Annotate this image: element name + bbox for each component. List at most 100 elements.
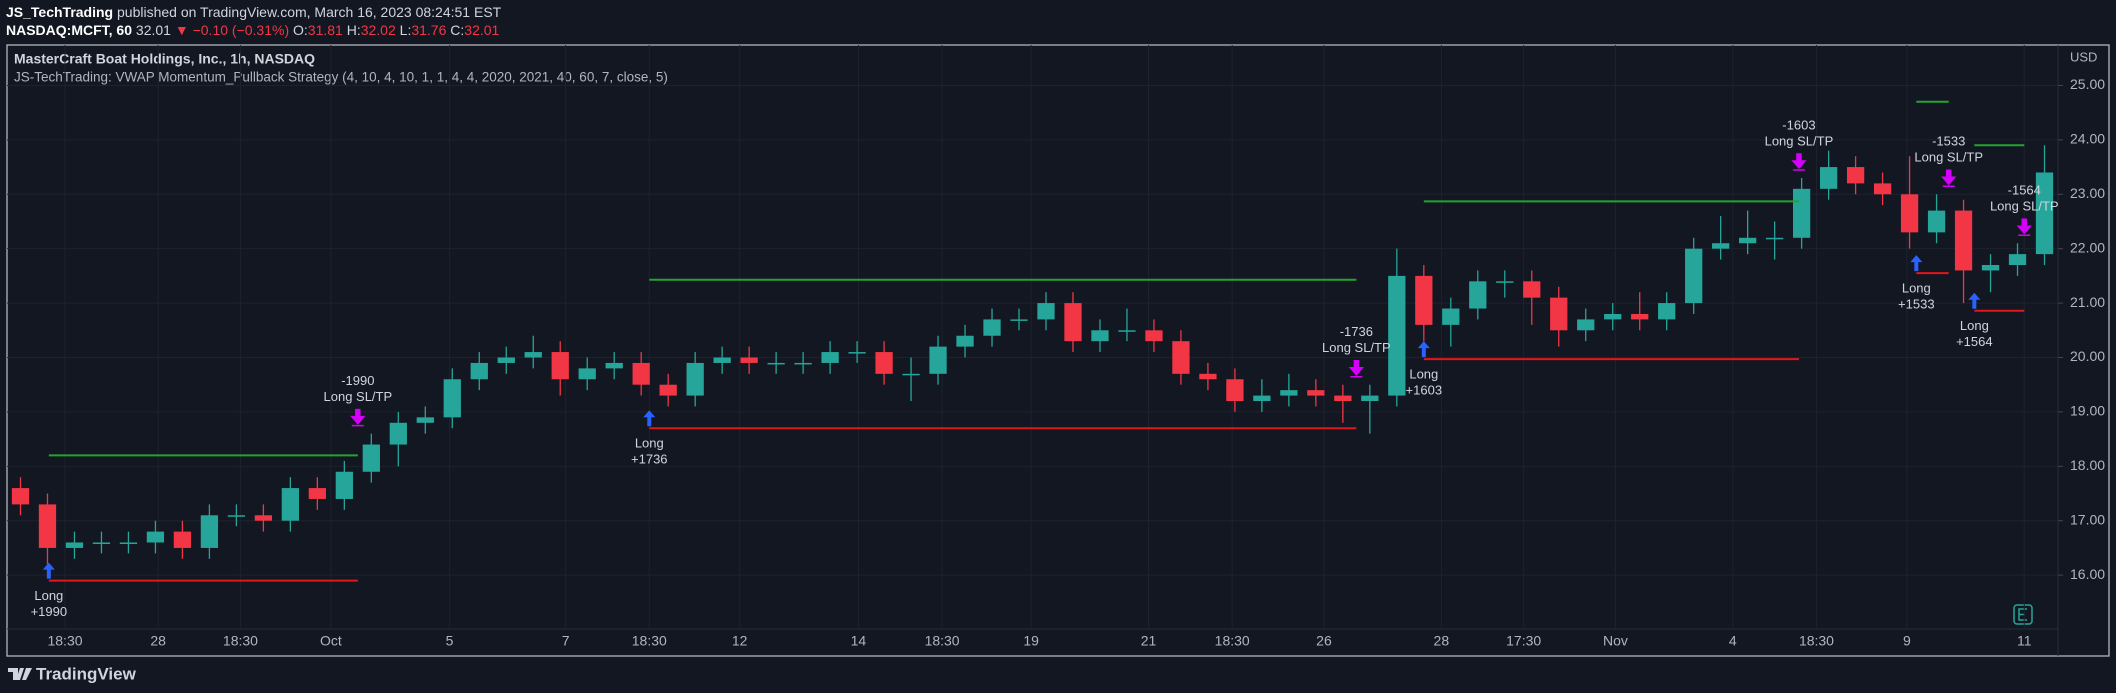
entry-arrow xyxy=(1417,341,1430,358)
candle-body xyxy=(1792,188,1811,238)
price-change: ▼ −0.10 (−0.31%) xyxy=(174,22,290,38)
candle-body xyxy=(1739,237,1757,244)
exit-qty: -1603 xyxy=(1782,117,1815,132)
candle-body xyxy=(11,488,30,505)
x-tick-label: Nov xyxy=(1603,633,1628,649)
exit-label: Long SL/TP xyxy=(1322,340,1391,355)
candle-body xyxy=(1388,275,1406,396)
author[interactable]: JS_TechTrading xyxy=(6,4,114,20)
candle-body xyxy=(1981,265,2000,271)
y-tick-label: 16.00 xyxy=(2070,566,2105,582)
candle-body xyxy=(2035,172,2054,255)
ohlc-label: H: xyxy=(346,22,361,38)
candle-body xyxy=(1846,167,1865,184)
candle-body xyxy=(281,488,299,521)
candle-body xyxy=(875,352,893,374)
x-tick-label: 18:30 xyxy=(1215,633,1250,649)
quote-line: NASDAQ:MCFT, 60 32.01 ▼ −0.10 (−0.31%) O… xyxy=(6,21,501,39)
x-tick-label: 12 xyxy=(732,633,748,649)
x-tick-label: 14 xyxy=(851,633,867,649)
x-tick-label: 28 xyxy=(150,633,166,649)
candle-body xyxy=(686,362,704,396)
exit-arrow xyxy=(1791,153,1807,171)
candle-body xyxy=(848,352,866,354)
candle-body xyxy=(1819,167,1838,189)
exit-qty: -1564 xyxy=(2008,183,2041,198)
ohlc-value: 32.01 xyxy=(464,22,500,38)
candle-body xyxy=(1334,395,1352,402)
exit-label: Long SL/TP xyxy=(324,389,393,404)
candle-body xyxy=(578,368,596,380)
publish-line: JS_TechTrading published on TradingView.… xyxy=(6,3,501,21)
candle-body xyxy=(362,444,380,472)
candle-body xyxy=(1873,183,1892,195)
candle-body xyxy=(1280,390,1298,396)
candle-body xyxy=(146,531,165,543)
x-tick-label: 21 xyxy=(1141,633,1157,649)
candle-body xyxy=(1577,319,1595,331)
earnings-box xyxy=(2013,604,2033,625)
exit-label: Long SL/TP xyxy=(1914,150,1983,165)
x-tick-label: 11 xyxy=(2017,633,2032,649)
candle-body xyxy=(1442,308,1460,325)
candle-body xyxy=(1172,341,1190,374)
candle-body xyxy=(740,357,758,363)
ohlc-value: 31.81 xyxy=(307,22,343,38)
entry-arrow xyxy=(1910,255,1923,272)
ohlc-value: 31.76 xyxy=(411,22,447,38)
x-tick-label: 18:30 xyxy=(47,633,82,649)
x-tick-label: 26 xyxy=(1316,633,1332,649)
entry-label: Long xyxy=(635,436,664,451)
x-tick-label: 9 xyxy=(1903,633,1911,649)
entry-arrow xyxy=(643,410,656,427)
x-tick-label: 18:30 xyxy=(925,633,960,649)
candle-body xyxy=(173,531,192,548)
candle-body xyxy=(1685,248,1703,304)
candle-body xyxy=(956,335,974,347)
candle-body xyxy=(632,362,650,385)
candle-body xyxy=(713,357,731,363)
candle-body xyxy=(1469,281,1487,309)
exit-label: Long SL/TP xyxy=(1990,199,2059,214)
y-tick-label: 23.00 xyxy=(2070,185,2105,201)
exit-qty: -1990 xyxy=(341,373,374,388)
entry-label: Long xyxy=(1960,318,1989,333)
exit-arrow xyxy=(1348,359,1364,378)
last-price: 32.01 xyxy=(135,22,171,38)
entry-qty: +1564 xyxy=(1956,334,1993,349)
entry-label: Long xyxy=(1409,367,1438,382)
y-tick-label: 20.00 xyxy=(2070,348,2105,364)
candle-body xyxy=(254,515,273,521)
candle-body xyxy=(227,515,246,517)
candle-body xyxy=(1900,194,1919,233)
candle-body xyxy=(1631,313,1649,320)
candle-body xyxy=(1415,275,1433,325)
candle-body xyxy=(1523,281,1541,298)
candle-body xyxy=(1550,297,1568,331)
candle-body xyxy=(1496,281,1514,283)
exit-label: Long SL/TP xyxy=(1765,133,1834,148)
candle-body xyxy=(659,384,677,396)
ohlc-label: O: xyxy=(293,22,308,38)
candle-body xyxy=(1361,395,1379,402)
x-tick-label: Oct xyxy=(320,633,342,649)
y-tick-label: 19.00 xyxy=(2070,403,2105,419)
candle-body xyxy=(2008,254,2027,266)
candle-body xyxy=(1010,319,1028,321)
candle-body xyxy=(389,422,407,445)
candle-body xyxy=(1604,313,1622,320)
exit-qty: -1736 xyxy=(1340,324,1373,339)
publish-header: JS_TechTrading published on TradingView.… xyxy=(6,3,501,39)
candle-body xyxy=(767,362,785,365)
exit-qty: -1533 xyxy=(1932,134,1965,149)
candle-body xyxy=(1037,303,1055,320)
candle-body xyxy=(1091,330,1109,342)
exit-arrow xyxy=(350,408,366,427)
candle-body xyxy=(1064,303,1082,342)
x-tick-label: 18:30 xyxy=(223,633,258,649)
candle-body xyxy=(1927,210,1946,233)
footer-logo[interactable]: TradingView xyxy=(8,664,137,683)
x-tick-label: 5 xyxy=(446,633,454,649)
chart-title: MasterCraft Boat Holdings, Inc., 1h, NAS… xyxy=(14,51,315,67)
